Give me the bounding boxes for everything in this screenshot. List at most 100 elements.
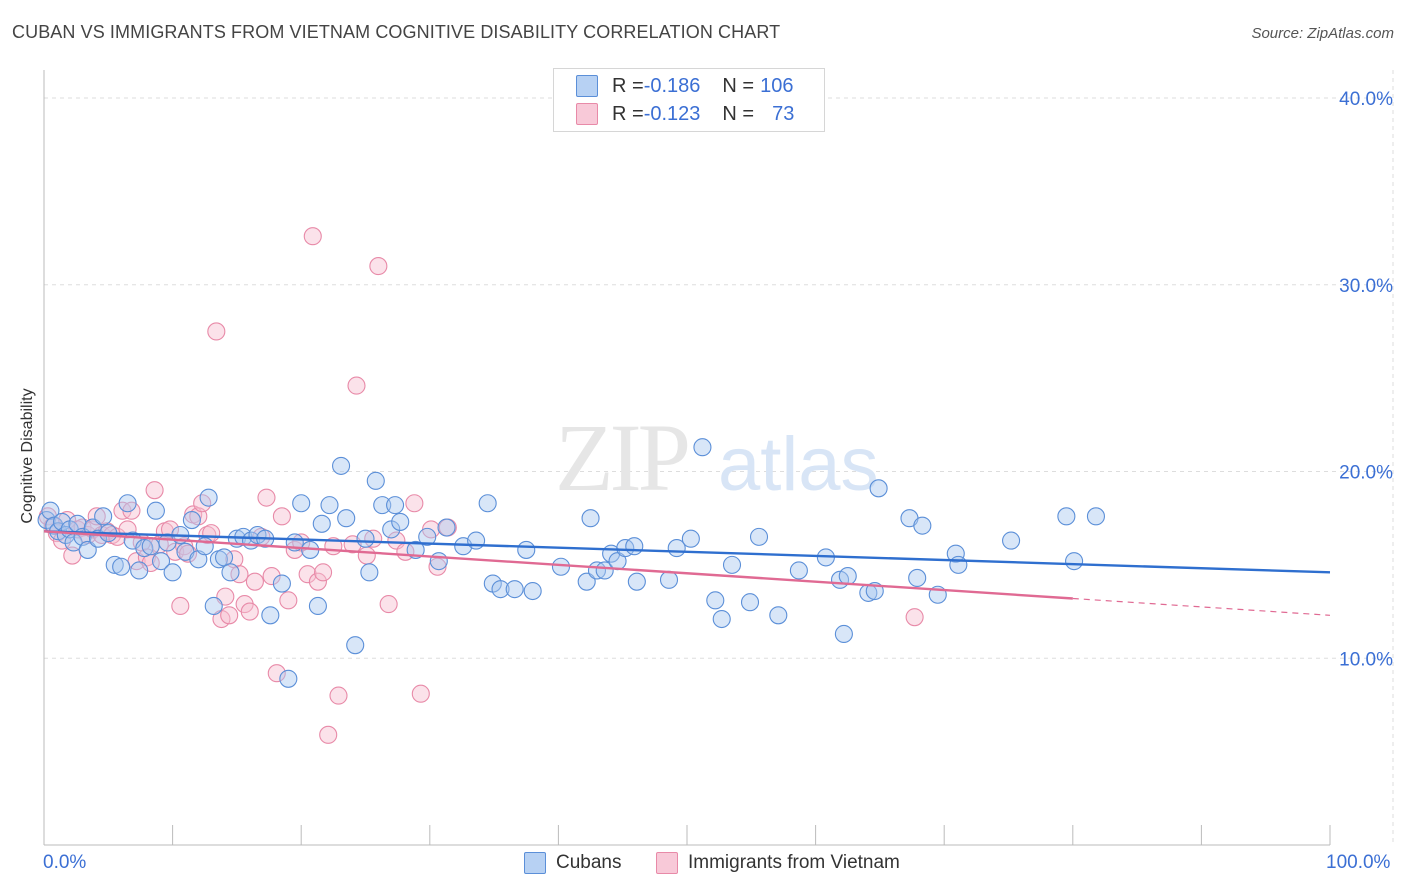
- point-cubans: [332, 456, 351, 475]
- chart-title: CUBAN VS IMMIGRANTS FROM VIETNAM COGNITI…: [12, 22, 781, 42]
- watermark-atlas: atlas: [718, 422, 879, 507]
- point-cubans: [391, 512, 410, 531]
- point-cubans: [41, 501, 60, 520]
- point-vietnam: [279, 591, 298, 610]
- point-cubans: [146, 501, 165, 520]
- point-cubans: [373, 496, 392, 515]
- point-cubans: [681, 529, 700, 548]
- source-label: Source: ZipAtlas.com: [1251, 25, 1394, 42]
- point-vietnam: [220, 606, 239, 625]
- bottom-legend-swatch-cubans: [524, 852, 546, 874]
- point-cubans: [112, 557, 131, 576]
- point-cubans: [320, 496, 339, 515]
- point-cubans: [789, 561, 808, 580]
- point-cubans: [467, 531, 486, 550]
- point-cubans: [577, 572, 596, 591]
- legend-swatch-vietnam: [576, 103, 598, 125]
- point-cubans: [204, 596, 223, 616]
- point-vietnam: [329, 686, 348, 705]
- point-vietnam: [905, 608, 924, 627]
- point-cubans: [94, 507, 113, 526]
- legend-row-vietnam: R = -0.123 N = 73: [576, 101, 794, 127]
- point-vietnam: [405, 494, 424, 513]
- point-cubans: [308, 596, 327, 616]
- legend-r-label: R =: [612, 102, 644, 125]
- point-vietnam: [411, 684, 430, 703]
- watermark: ZIP atlas: [555, 404, 879, 511]
- point-cubans: [1065, 552, 1084, 571]
- point-vietnam: [285, 540, 304, 559]
- y-tick-label: 40.0%: [1339, 89, 1393, 110]
- trend-extension-vietnam: [1072, 597, 1331, 616]
- point-cubans: [151, 552, 171, 571]
- point-cubans: [693, 438, 712, 457]
- point-cubans: [1002, 531, 1021, 550]
- point-cubans: [1086, 507, 1105, 526]
- point-cubans: [118, 494, 137, 513]
- point-cubans: [78, 540, 97, 559]
- bottom-legend-cubans: Cubans: [524, 852, 622, 874]
- point-cubans: [418, 527, 437, 546]
- point-cubans: [182, 511, 201, 530]
- point-cubans: [261, 606, 280, 625]
- point-cubans: [491, 580, 510, 599]
- point-cubans: [221, 563, 240, 582]
- point-vietnam: [87, 507, 106, 526]
- point-cubans: [722, 555, 742, 574]
- trend-line-cubans: [43, 530, 1331, 574]
- point-cubans: [292, 494, 311, 513]
- point-cubans: [105, 555, 124, 574]
- point-vietnam: [178, 544, 198, 563]
- point-cubans: [135, 539, 154, 558]
- point-vietnam: [347, 376, 366, 395]
- point-cubans: [659, 570, 679, 589]
- bottom-legend-vietnam: Immigrants from Vietnam: [656, 852, 900, 874]
- point-cubans: [712, 609, 731, 629]
- legend-n-value-cubans: 106: [760, 74, 794, 97]
- legend-r-value-vietnam: -0.123: [643, 102, 701, 125]
- point-cubans: [523, 581, 542, 601]
- y-tick-label: 20.0%: [1339, 463, 1393, 484]
- point-cubans: [908, 568, 927, 588]
- correlation-legend: R = -0.186 N = 106 R = -0.123 N = 73: [553, 68, 825, 132]
- point-cubans: [478, 494, 497, 513]
- point-vietnam: [262, 567, 281, 586]
- point-cubans: [337, 509, 356, 528]
- point-cubans: [749, 527, 769, 546]
- point-vietnam: [245, 572, 264, 591]
- watermark-zip: ZIP: [555, 404, 688, 511]
- point-vietnam: [357, 546, 376, 565]
- point-cubans: [740, 593, 760, 612]
- point-cubans: [517, 540, 536, 559]
- series-cubans-points: [37, 438, 1105, 688]
- legend-n-label: N =: [722, 102, 755, 125]
- point-cubans: [386, 496, 405, 515]
- legend-n-label: N =: [722, 74, 755, 97]
- point-cubans: [625, 537, 644, 556]
- point-vietnam: [240, 602, 259, 621]
- point-cubans: [551, 557, 571, 576]
- legend-n-value-vietnam: 73: [772, 102, 795, 125]
- point-cubans: [769, 606, 788, 625]
- point-vietnam: [303, 227, 322, 246]
- point-cubans: [360, 563, 379, 582]
- legend-r-label: R =: [612, 74, 644, 97]
- point-cubans: [595, 561, 614, 580]
- point-vietnam: [145, 481, 164, 500]
- point-vietnam: [257, 488, 276, 507]
- point-cubans: [272, 574, 291, 593]
- point-vietnam: [308, 572, 327, 591]
- y-tick-label: 30.0%: [1339, 276, 1393, 297]
- point-cubans: [1057, 507, 1076, 526]
- legend-r-value-cubans: -0.186: [643, 74, 701, 97]
- point-cubans: [429, 552, 448, 571]
- point-vietnam: [207, 322, 226, 341]
- legend-swatch-cubans: [576, 75, 598, 97]
- axes: [43, 70, 1331, 846]
- point-vietnam: [319, 725, 338, 744]
- point-cubans: [946, 544, 965, 563]
- point-cubans: [356, 529, 375, 548]
- point-cubans: [834, 624, 853, 644]
- point-cubans: [346, 636, 365, 655]
- point-cubans: [869, 479, 888, 498]
